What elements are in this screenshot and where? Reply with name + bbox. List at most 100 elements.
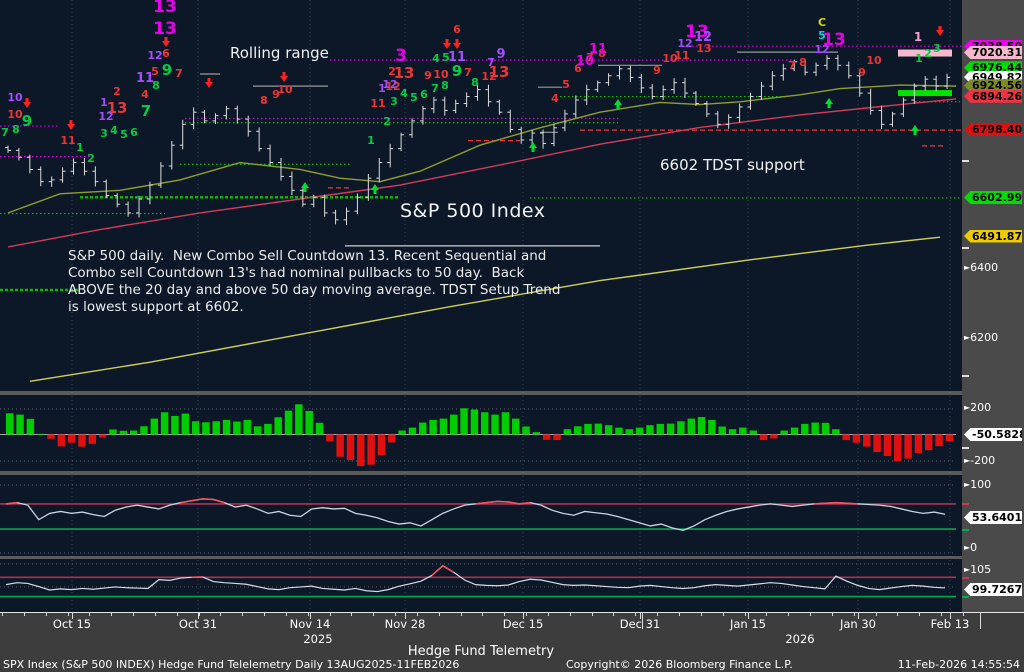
demark-count: 1	[367, 134, 375, 147]
bottom-strip: Oct 15 Oct 31 Nov 14 Nov 28 Dec 15 Dec 31 Jan …	[0, 612, 1024, 672]
axis-tick-label: ►200	[964, 401, 992, 414]
minor-tick	[264, 613, 266, 616]
axis-mini-tick	[962, 160, 969, 162]
axis-mini-tick	[962, 596, 969, 598]
date-label: Dec 15	[502, 617, 544, 631]
minor-tick	[133, 613, 135, 616]
date-label: Jan 15	[729, 617, 767, 631]
demark-count: 9	[452, 62, 462, 80]
demark-count: 8	[471, 76, 479, 89]
down-arrow-icon	[23, 98, 31, 108]
demark-count: 4	[551, 92, 559, 105]
minor-tick	[2, 613, 3, 616]
up-arrow-icon	[825, 98, 833, 108]
demark-count: 11	[448, 50, 466, 65]
minor-tick	[744, 613, 746, 616]
demark-count: 7	[175, 67, 183, 80]
minor-tick	[810, 613, 812, 616]
demark-count: 12	[814, 43, 829, 56]
tdst-support-label: 6602 TDST support	[660, 156, 805, 174]
year-divider	[642, 613, 643, 629]
price-label: 6602.99	[964, 190, 1022, 204]
price-axis[interactable]: 7038.507020.316976.446949.826924.566894.…	[962, 0, 1024, 612]
demark-count: 9	[162, 61, 172, 79]
chart-area[interactable]: 13 13 10 10 9 7 8 11 1 2 1 13 12 2 3 4 5 6 7 12 6 5 9 7 11 8 4 8 9 10…	[0, 0, 962, 612]
demark-count: 9	[272, 88, 280, 101]
demark-count: 9	[653, 64, 661, 77]
axis-mini-tick	[962, 447, 969, 449]
price-label: 6798.40	[964, 123, 1022, 137]
price-label: 6894.26	[964, 89, 1022, 103]
demark-count: 10	[7, 108, 23, 121]
demark-count: 9	[858, 66, 866, 79]
axis-mini-tick	[962, 247, 969, 249]
minor-tick	[416, 613, 418, 616]
demark-count: 1	[100, 96, 108, 109]
minor-tick	[285, 613, 287, 616]
axis-mini-tick	[962, 529, 969, 531]
demark-count: 13	[394, 64, 415, 82]
demark-count: 10	[7, 91, 23, 104]
minor-tick	[482, 613, 484, 616]
demark-count: 8	[12, 123, 20, 136]
demark-count: 12	[98, 110, 113, 123]
date-label: Dec 31	[619, 617, 661, 631]
demark-count: 3	[395, 46, 407, 66]
demark-count: 1	[76, 141, 84, 154]
demark-count: 5	[562, 78, 570, 91]
minor-tick	[351, 613, 353, 616]
demark-count: 5	[818, 29, 826, 42]
minor-tick	[504, 613, 506, 616]
axis-mini-tick	[962, 375, 969, 377]
demark-count: 1	[914, 30, 922, 44]
minor-tick	[635, 613, 637, 616]
minor-tick	[766, 613, 768, 616]
hedge-fund-telemetry-label: Hedge Fund Telemetry	[407, 644, 555, 659]
down-arrow-icon	[280, 72, 288, 82]
demark-count: 6	[420, 88, 428, 101]
demark-count: 12	[694, 30, 712, 45]
minor-tick	[198, 613, 200, 616]
demark-count: 13	[685, 22, 709, 42]
demark-count: 4	[432, 52, 440, 65]
minor-tick	[591, 613, 593, 616]
demark-count: 2	[87, 152, 95, 165]
down-arrow-icon	[443, 39, 451, 49]
down-arrow-icon	[205, 78, 213, 88]
demark-count: 1	[915, 52, 923, 65]
demark-count: 4	[110, 124, 118, 137]
demark-count: 2	[388, 65, 396, 78]
major-tick	[198, 613, 199, 619]
status-left: SPX Index (S&P 500 INDEX) Hedge Fund Tel…	[3, 658, 460, 671]
minor-tick	[788, 613, 790, 616]
date-label: Feb 13	[930, 617, 970, 631]
minor-tick	[438, 613, 440, 616]
major-tick	[72, 613, 73, 619]
demark-count: 10	[576, 54, 594, 69]
minor-tick	[23, 613, 25, 616]
demark-count: 7	[141, 102, 151, 120]
demark-count: 13	[822, 30, 846, 50]
demark-count: 11	[674, 49, 689, 62]
date-label: Nov 28	[384, 617, 426, 631]
demark-count: 7	[464, 66, 472, 79]
minor-tick	[700, 613, 702, 616]
demark-count: 7	[586, 51, 594, 64]
demark-count: 8	[152, 79, 160, 92]
axis-tick-label: ►105	[964, 563, 992, 576]
axis-tick-label: ►100	[964, 478, 992, 491]
minor-tick	[242, 613, 244, 616]
down-arrow-icon	[67, 120, 75, 130]
demark-count: 5	[442, 51, 450, 64]
demark-count: 8	[260, 94, 268, 107]
demark-count: 10	[433, 68, 449, 81]
year-label: 2026	[785, 632, 815, 646]
analyst-note: S&P 500 daily. New Combo Sell Countdown …	[68, 248, 561, 315]
demark-count: 1	[378, 82, 386, 95]
demark-count: 11	[60, 134, 75, 147]
up-arrow-icon	[529, 142, 537, 152]
axis-tick-label: ►-200	[964, 454, 996, 467]
demark-count: 5	[120, 128, 128, 141]
